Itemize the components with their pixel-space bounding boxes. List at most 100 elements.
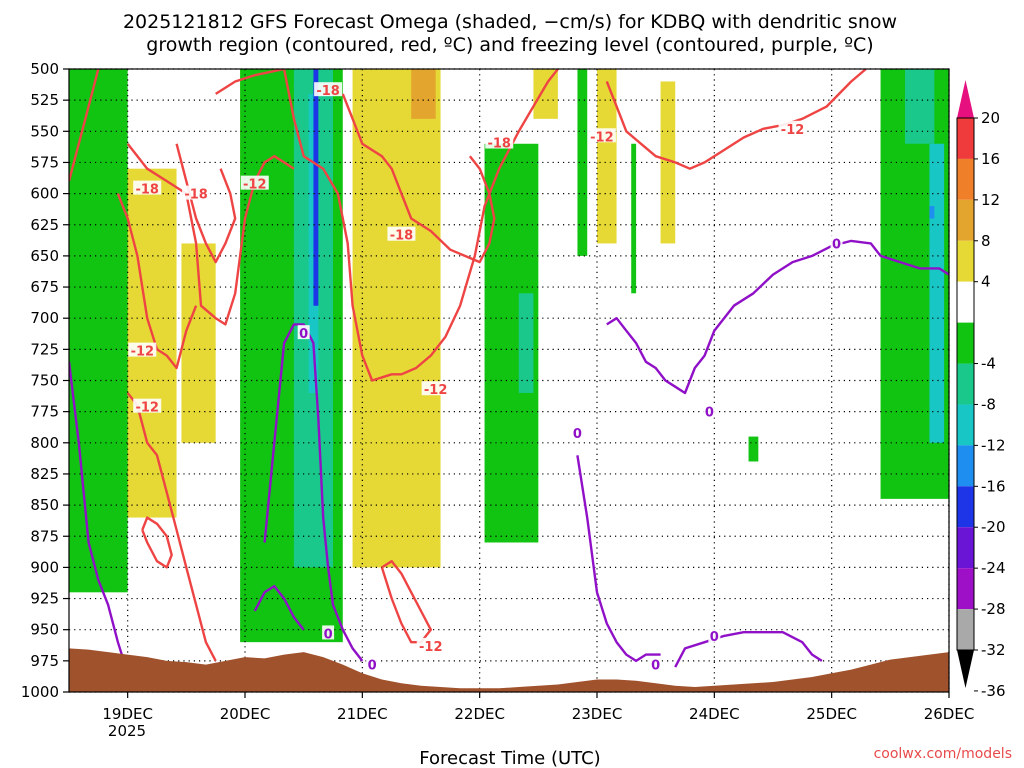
dgz-contour-line <box>341 93 496 264</box>
dgz-contour-line <box>380 560 432 644</box>
y-tick-label: 750 <box>30 372 59 390</box>
y-tick-label: 925 <box>30 590 59 608</box>
contour-label: -18 <box>487 137 511 152</box>
credit-text[interactable]: coolwx.com/models <box>874 746 1012 762</box>
dgz-contour-line <box>141 516 173 569</box>
contour-label: 0 <box>368 659 377 674</box>
freezing-level-contour-line <box>253 584 305 631</box>
colorbar-bin <box>957 363 974 405</box>
y-tick-label: 975 <box>30 652 59 670</box>
colorbar-tick-label: 4 <box>981 273 991 291</box>
terrain-fill <box>69 648 949 692</box>
contour-label: -12 <box>135 401 159 416</box>
x-tick-label: 24DEC <box>689 705 740 723</box>
contour-label: -18 <box>184 188 208 203</box>
x-tick-label: 20DEC <box>220 705 271 723</box>
omega-shade-region <box>929 206 935 219</box>
omega-shade-region <box>577 69 588 256</box>
contour-label-background <box>587 128 616 143</box>
contour-label-background <box>703 403 716 418</box>
y-tick-label: 875 <box>30 527 59 545</box>
chart-title-line-1: 2025121812 GFS Forecast Omega (shaded, −… <box>123 11 897 33</box>
contour-label-background <box>571 424 584 439</box>
dgz-contour-line <box>605 69 867 170</box>
contour-label-background <box>297 325 310 340</box>
omega-shade-region <box>313 69 319 306</box>
y-tick-label: 725 <box>30 340 59 358</box>
x-tick-label: 21DEC <box>337 705 388 723</box>
freezing-level-contour-line <box>263 323 364 662</box>
omega-shade-region <box>905 69 935 144</box>
dgz-contour-line <box>116 193 198 370</box>
y-tick-label: 650 <box>30 247 59 265</box>
contour-label-background <box>416 637 445 652</box>
colorbar-tick-label: 20 <box>981 109 1000 127</box>
terrain-layer <box>69 648 949 692</box>
y-tick-label: 900 <box>30 558 59 576</box>
colorbar-bin <box>957 445 974 487</box>
y-tick-label: 700 <box>30 309 59 327</box>
contour-label: -12 <box>243 178 267 193</box>
contour-label: 0 <box>705 406 714 421</box>
x-tick-label: 25DEC <box>806 705 857 723</box>
contour-label-background <box>322 625 335 640</box>
y-tick-label: 850 <box>30 496 59 514</box>
omega-shade-region <box>748 436 759 462</box>
colorbar-bin <box>957 240 974 282</box>
contour-label-background <box>387 226 416 241</box>
contour-label: -18 <box>390 229 414 244</box>
chart-title-line-2: growth region (contoured, red, ºC) and f… <box>146 34 873 56</box>
y-tick-label: 600 <box>30 185 59 203</box>
x-tick-label: 19DEC <box>102 705 153 723</box>
contour-layer <box>69 69 949 674</box>
contour-label-background <box>240 175 269 190</box>
colorbar-bin <box>957 322 974 364</box>
contour-label: -12 <box>131 345 155 360</box>
x-axis-ticks: 19DEC 20DEC 21DEC 22DEC 23DEC 24DEC 25DEC 26DEC <box>102 692 974 723</box>
dgz-contour-line <box>69 69 100 182</box>
colorbar-tick-label: 12 <box>981 191 1000 209</box>
contour-label: 0 <box>651 659 660 674</box>
freezing-level-contour-line <box>674 631 823 668</box>
contour-label-background <box>314 82 343 97</box>
contour-label: -18 <box>316 84 340 99</box>
contour-label: 0 <box>573 427 582 442</box>
contour-label: -12 <box>419 640 443 655</box>
freezing-level-contour-line <box>576 455 661 663</box>
omega-shade-region <box>69 69 128 593</box>
colorbar-bin <box>957 118 974 159</box>
contour-label-background <box>182 185 211 200</box>
contour-label-background <box>778 120 807 135</box>
contour-label-background <box>133 398 162 413</box>
omega-shade-region <box>518 293 534 393</box>
contour-label: -12 <box>590 130 614 145</box>
contour-labels: -18 -18 -12 -12 -18 -18 -12 -18 -12 -12 -12 -12 0 0 0 0… <box>128 82 843 674</box>
contour-label-background <box>421 381 450 396</box>
omega-shade-region <box>411 69 436 119</box>
colorbar-tick-label: -28 <box>981 600 1006 618</box>
contour-label: 0 <box>324 627 333 642</box>
colorbar-bin <box>957 158 974 200</box>
dgz-contour-line <box>282 69 559 382</box>
colorbar-bin <box>957 486 974 528</box>
contour-label-background <box>649 656 662 671</box>
colorbar-bin <box>957 609 974 650</box>
contour-label: -12 <box>424 383 448 398</box>
colorbar-bin <box>957 404 974 446</box>
omega-shade-region <box>308 93 319 393</box>
y-tick-label: 800 <box>30 434 59 452</box>
x-year-label: 2025 <box>108 722 146 740</box>
omega-shade-region <box>352 69 441 568</box>
colorbar-tick-label: -36 <box>981 682 1006 700</box>
colorbar: 20 16 12 8 4 -4 -8 -12 -16 -20 -24 -28 -32 -36 <box>956 80 1006 700</box>
contour-label: 0 <box>710 630 719 645</box>
y-tick-label: 775 <box>30 403 59 421</box>
colorbar-bin <box>957 199 974 241</box>
colorbar-tick-label: -32 <box>981 641 1006 659</box>
colorbar-tick-label: -12 <box>981 436 1006 454</box>
y-tick-label: 575 <box>30 153 59 171</box>
contour-label: -12 <box>781 123 805 138</box>
colorbar-bin <box>957 281 974 323</box>
omega-shade-region <box>929 143 945 443</box>
